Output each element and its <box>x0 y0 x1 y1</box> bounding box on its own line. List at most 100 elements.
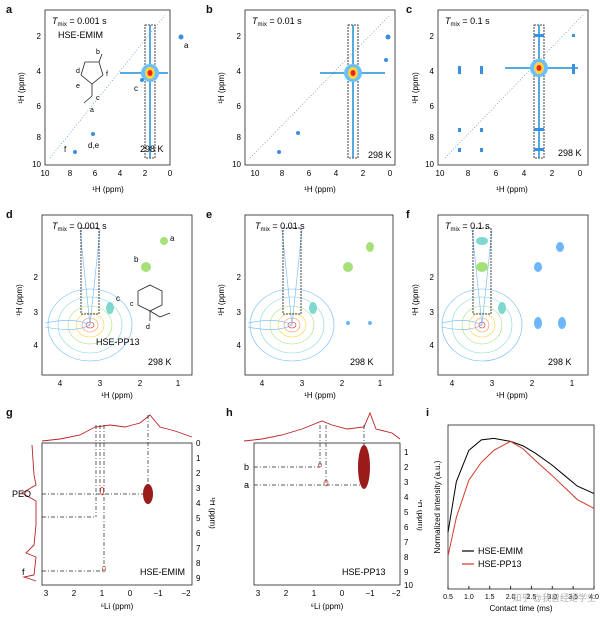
svg-text:4: 4 <box>260 379 265 388</box>
svg-text:9: 9 <box>404 568 409 577</box>
x-axis-label: ¹H (ppm) <box>92 185 124 194</box>
plot-f: Tmix = 0.1 s 298 K 4 3 2 1 2 3 4 <box>411 214 589 400</box>
temperature: 298 K <box>148 357 172 367</box>
peak-de <box>91 132 95 136</box>
svg-text:4: 4 <box>58 379 63 388</box>
svg-text:10: 10 <box>436 169 445 178</box>
tmix-label: Tmix = 0.1 s <box>445 16 490 28</box>
peak-blob <box>556 242 564 252</box>
plot-c: Tmix = 0.1 s 298 K 10 8 6 4 2 0 2 4 6 8 <box>411 9 589 194</box>
svg-text:2: 2 <box>196 469 201 478</box>
svg-text:d,e: d,e <box>88 141 100 150</box>
y-axis-label: ¹H (ppm) <box>217 284 226 316</box>
y-axis-label: ¹H (ppm) <box>411 72 420 104</box>
svg-text:8: 8 <box>68 169 73 178</box>
svg-text:8: 8 <box>466 169 471 178</box>
peak <box>277 150 281 154</box>
plot-i: 0.5 1.0 1.5 2.0 2.5 3.0 3.5 4.0 Normalized inte… <box>433 424 599 613</box>
svg-text:4: 4 <box>430 341 435 350</box>
temperature: 298 K <box>548 357 572 367</box>
svg-text:4: 4 <box>196 499 201 508</box>
svg-text:3: 3 <box>300 379 305 388</box>
x-ticks: 10 8 6 4 2 0 <box>436 169 583 178</box>
panel-label-b: b <box>206 4 213 16</box>
peak-blob <box>534 262 542 272</box>
peo-label: PEO <box>12 489 31 499</box>
svg-text:2: 2 <box>530 379 535 388</box>
tmix-label: Tmix = 0.001 s <box>52 16 107 28</box>
x-axis-label: ¹H (ppm) <box>101 391 133 400</box>
x-tick-label: 0.5 <box>443 594 453 601</box>
peak-a <box>178 34 184 40</box>
svg-text:2: 2 <box>284 589 289 598</box>
y-ticks: 2 4 6 8 10 <box>232 32 241 169</box>
svg-text:2: 2 <box>34 273 39 282</box>
svg-text:2: 2 <box>430 32 435 41</box>
plot-frame <box>437 214 589 376</box>
y-ticks: 2 3 4 <box>430 273 435 350</box>
svg-text:6: 6 <box>404 523 409 532</box>
tmix-label: Tmix = 0.01 s <box>255 221 305 233</box>
svg-text:6: 6 <box>237 102 242 111</box>
panel-c: c Tmix = 0.1 s 298 K 10 8 6 4 2 0 2 4 <box>400 0 600 200</box>
plot-d: Tmix = 0.001 s c b a c d HSE-PP13 298 K <box>15 214 193 400</box>
panel-b: b Tmix = 0.01 s 298 K 10 8 6 4 2 0 2 4 6… <box>200 0 400 200</box>
svg-text:10: 10 <box>232 160 241 169</box>
x-ticks: 3 2 1 0 −1 −2 <box>256 589 401 598</box>
svg-text:0: 0 <box>388 169 393 178</box>
svg-text:1: 1 <box>196 454 201 463</box>
svg-text:b: b <box>96 49 100 56</box>
y-ticks: 1 2 3 4 5 6 7 8 9 10 <box>404 448 413 590</box>
small-peak <box>100 486 104 496</box>
main-peak-core <box>536 65 542 71</box>
top-projection <box>41 414 193 442</box>
peak-c-blob <box>106 302 114 314</box>
y-ticks: 0 1 2 3 4 5 6 7 8 9 <box>196 439 201 583</box>
panel-e: e Tmix = 0.01 s 298 K 4 3 2 1 2 3 <box>200 205 400 400</box>
peak-blob <box>476 262 488 272</box>
legend-label-pp13: HSE-PP13 <box>478 559 522 569</box>
y-axis-label: ¹H (ppm) <box>208 497 215 529</box>
svg-text:e: e <box>76 83 80 90</box>
svg-text:c: c <box>130 301 134 308</box>
plot-e: Tmix = 0.01 s 298 K 4 3 2 1 2 3 4 <box>217 214 394 400</box>
svg-text:6: 6 <box>37 102 42 111</box>
peak-blob <box>346 321 350 325</box>
svg-text:1: 1 <box>176 379 181 388</box>
svg-text:6: 6 <box>307 169 312 178</box>
dashed-box <box>80 227 100 315</box>
diagonal <box>444 14 584 159</box>
svg-text:4: 4 <box>430 67 435 76</box>
panel-a: a Tmix = 0.001 s HSE-EMIM a c d,e f b d … <box>0 0 200 200</box>
peak-blob <box>368 321 372 325</box>
peak-a-blob <box>160 237 168 245</box>
svg-text:2: 2 <box>138 379 143 388</box>
svg-text:4: 4 <box>334 169 339 178</box>
dashed-box <box>282 227 302 315</box>
panel-g: g PEO f HSE-EMIM 0 1 2 3 4 5 6 <box>0 405 217 617</box>
svg-text:4: 4 <box>37 67 42 76</box>
x-ticks: 0.5 1.0 1.5 2.0 2.5 3.0 3.5 4.0 <box>443 586 599 601</box>
svg-text:3: 3 <box>237 308 242 317</box>
panel-label-h: h <box>226 407 233 419</box>
emim-structure <box>80 53 104 104</box>
main-cross-peak <box>143 484 153 504</box>
left-projection <box>21 444 37 582</box>
contour-main <box>247 229 335 362</box>
svg-text:0: 0 <box>168 169 173 178</box>
f-label: f <box>22 567 25 577</box>
sample-label: HSE-EMIM <box>58 30 103 40</box>
svg-text:2: 2 <box>237 273 242 282</box>
svg-text:1: 1 <box>100 589 105 598</box>
main-peak-core <box>350 70 356 76</box>
peak-blob <box>343 262 353 272</box>
svg-text:a: a <box>184 41 189 50</box>
svg-text:2: 2 <box>430 273 435 282</box>
sample-label: HSE-EMIM <box>140 567 185 577</box>
y-axis-label: ¹H (ppm) <box>15 284 24 316</box>
svg-text:c: c <box>134 84 138 93</box>
svg-text:8: 8 <box>37 133 42 142</box>
x-tick-label: 1.5 <box>485 594 495 601</box>
svg-text:10: 10 <box>425 160 434 169</box>
plot-frame <box>41 214 193 376</box>
